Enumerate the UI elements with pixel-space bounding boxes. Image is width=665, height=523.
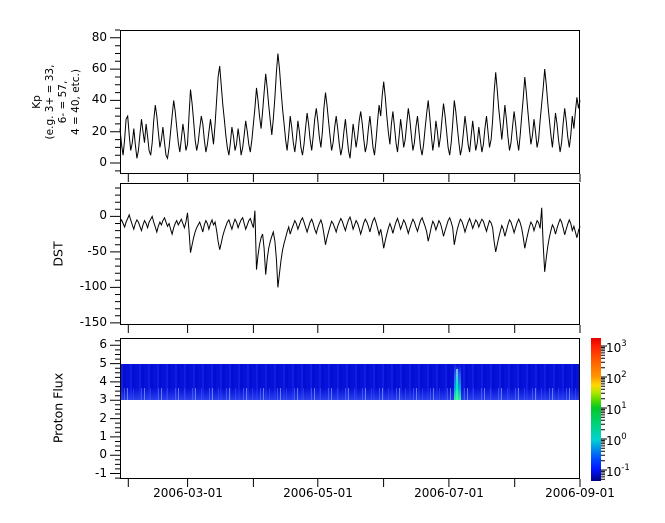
y-tick-label: 20 [91,124,107,138]
y-tick-label: 2 [99,411,107,425]
colorbar-tick-label: 103 [606,339,627,355]
y-tick-label: -1 [95,466,107,480]
y-tick-label: 0 [99,208,107,222]
x-tick-label: 2006-03-01 [153,486,223,500]
y-tick-label: 0 [99,447,107,461]
x-tick-label: 2006-09-01 [545,486,615,500]
proton-flux-panel [120,338,580,479]
flux-event-core [456,368,459,401]
x-tick-label: 2006-07-01 [414,486,484,500]
y-tick-label: 60 [91,61,107,75]
flux-event-streak [454,363,462,401]
y-tick-label: 0 [99,155,107,169]
y-tick-label: 80 [91,30,107,44]
colorbar-tick-label: 100 [606,432,627,448]
y-tick-label: 1 [99,429,107,443]
y-tick-label: -150 [79,315,107,329]
kp-panel [120,30,580,174]
colorbar [591,338,601,481]
colorbar-tick-label: 10-1 [606,463,630,479]
y-tick-label: 6 [99,337,107,351]
y-tick-label: 40 [91,92,107,106]
y-tick-label: -100 [79,279,107,293]
y-tick-label: 4 [99,374,107,388]
colorbar-tick-label: 102 [606,370,627,386]
dst-panel [120,183,580,325]
proton-flux-band-bright-streaks [121,387,579,401]
proton-flux-band [121,363,579,401]
y-tick-label: 3 [99,392,107,406]
y-tick-label: -50 [87,244,107,258]
y-tick-label: 5 [99,356,107,370]
colorbar-tick-label: 101 [606,401,627,417]
x-tick-label: 2006-05-01 [283,486,353,500]
